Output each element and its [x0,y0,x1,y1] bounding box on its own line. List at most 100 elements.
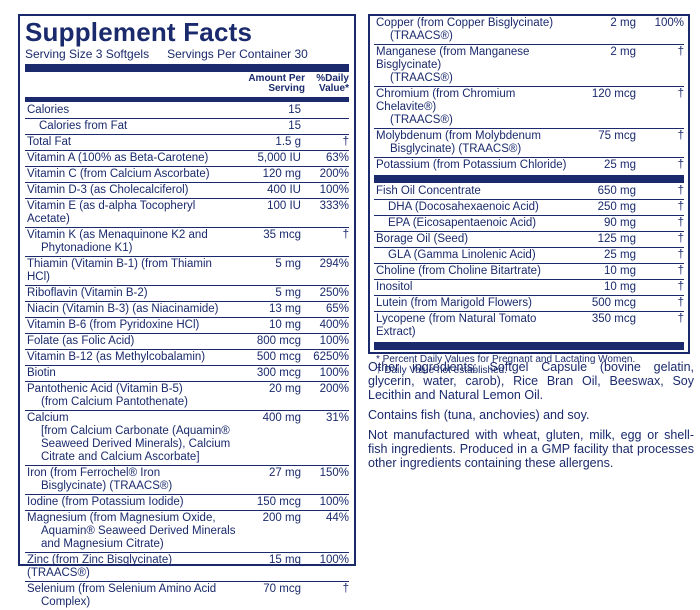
nutrient-name: Calories [25,104,237,117]
nutrient-name-text: Molybdenum (from Molybdenum [376,130,541,142]
nutrient-row: Choline (from Choline Bitartrate) 10 mg † [374,264,684,280]
nutrient-name-text: Vitamin K (as Menaquinone K2 and [27,229,208,241]
nutrient-row: Calcium [from Calcium Carbonate (Aquamin®… [25,411,349,466]
nutrient-amount: 15 [288,120,301,132]
nutrient-name: DHA (Docosahexaenoic Acid) [374,201,574,214]
nutrient-daily-value: † [342,583,349,595]
nutrient-name-text: Lycopene (from Natural Tomato Extract) [376,313,537,338]
nutrient-daily-value: † [677,159,684,171]
nutrient-name-text: Iron (from Ferrochel® Iron [27,467,161,479]
manufacturing-statement: Not manufactured with wheat, gluten, mil… [368,428,694,470]
nutrient-name-text: Riboflavin (Vitamin B-2) [27,287,148,299]
nutrient-amount: 500 mcg [591,297,636,309]
nutrient-name: Vitamin D-3 (as Cholecalciferol) [25,184,237,197]
nutrient-name: Calcium [from Calcium Carbonate (Aquamin®… [25,412,237,464]
nutrient-amount: 90 mg [604,217,636,229]
nutrient-row: Magnesium (from Magnesium Oxide, Aquamin®… [25,511,349,553]
nutrient-daily-value: 31% [325,412,349,424]
nutrient-row: Manganese (from Manganese Bisglycinate)(… [374,45,684,87]
nutrient-daily-value: 100% [319,184,349,196]
nutrient-row: Borage Oil (Seed) 125 mg † [374,232,684,248]
nutrient-row: Molybdenum (from Molybdenum Bisglycinate)… [374,129,684,158]
nutrient-daily-value: 6250% [313,351,349,363]
nutrient-row: Copper (from Copper Bisglycinate) (TRAACS… [374,16,684,45]
amount-header: Amount Per Serving [248,73,305,94]
nutrient-name-text: Magnesium (from Magnesium Oxide, [27,512,216,524]
nutrient-amount: 250 mg [597,201,636,213]
nutrient-row: Calories 15 [25,103,349,119]
nutrient-amount: 15 mg [269,554,301,566]
nutrient-daily-value: 150% [319,467,349,479]
nutrient-daily-value: 65% [325,303,349,315]
nutrient-row: Niacin (Vitamin B-3) (as Niacinamide) 13 … [25,302,349,318]
nutrient-daily-value: † [677,233,684,245]
nutrient-name-text: Selenium (from Selenium Amino Acid [27,583,217,595]
nutrient-amount: 15 [288,104,301,116]
nutrient-name-text: Borage Oil (Seed) [376,233,469,245]
nutrient-amount: 400 IU [267,184,301,196]
nutrient-name-text: Vitamin E (as d-alpha Tocopheryl Acetate… [27,200,196,225]
nutrient-name-text: Calcium [27,412,69,424]
nutrient-amount: 200 mg [262,512,301,524]
nutrient-daily-value: † [677,313,684,325]
nutrient-daily-value: 100% [654,17,684,29]
nutrient-name-text: Inositol [376,281,413,293]
nutrient-name: Chromium (from Chromium Chelavite®) (TRAA… [374,88,574,127]
nutrient-name: Pantothenic Acid (Vitamin B-5) (from Calc… [25,383,237,409]
nutrient-daily-value: † [677,130,684,142]
nutrient-amount: 120 mg [262,168,301,180]
nutrient-daily-value: † [677,281,684,293]
nutrient-name: Copper (from Copper Bisglycinate) (TRAACS… [374,17,574,43]
nutrient-subtext: (TRAACS®) [390,114,453,126]
nutrient-daily-value: 400% [319,319,349,331]
nutrient-amount: 27 mg [269,467,301,479]
nutrient-daily-value: 100% [319,367,349,379]
nutrient-name: Selenium (from Selenium Amino Acid Comple… [25,583,237,609]
nutrient-row: Vitamin C (from Calcium Ascorbate) 120 mg… [25,167,349,183]
nutrient-name-text: Thiamin (Vitamin B-1) (from Thiamin HCl) [27,258,212,283]
nutrient-daily-value: 100% [319,335,349,347]
nutrient-name-text: Calories [27,104,70,116]
nutrient-daily-value: 100% [319,554,349,566]
ingredients-text: Other ingredients: Softgel Capsule (bovi… [368,360,694,476]
nutrient-subtext: (TRAACS®) [390,72,453,84]
nutrient-row: Biotin 300 mcg 100% [25,366,349,382]
nutrient-subtext: (from Calcium Pantothenate) [41,396,189,408]
nutrient-amount: 1.5 g [275,136,301,148]
nutrient-amount: 70 mcg [263,583,301,595]
nutrient-name-text: Vitamin D-3 (as Cholecalciferol) [27,184,189,196]
nutrient-name: Vitamin B-12 (as Methylcobalamin) [25,351,237,364]
nutrient-row: Pantothenic Acid (Vitamin B-5) (from Calc… [25,382,349,411]
nutrient-name: Vitamin E (as d-alpha Tocopheryl Acetate… [25,200,237,226]
nutrient-daily-value: † [677,265,684,277]
nutrient-name: EPA (Eicosapentaenoic Acid) [374,217,574,230]
nutrient-name: Niacin (Vitamin B-3) (as Niacinamide) [25,303,237,316]
footnote-dagger: † Daily Value not established. [376,365,508,376]
nutrient-daily-value: 100% [319,496,349,508]
nutrient-name: Magnesium (from Magnesium Oxide, Aquamin®… [25,512,237,551]
divider-bar [25,97,349,102]
nutrient-name-text: Iodine (from Potassium Iodide) [27,496,184,508]
nutrient-name-text: Fish Oil Concentrate [376,185,481,197]
nutrient-daily-value: 333% [319,200,349,212]
nutrient-name-text: Calories from Fat [39,120,128,132]
nutrient-daily-value: 63% [325,152,349,164]
nutrient-amount: 5,000 IU [257,152,301,164]
nutrient-row: GLA (Gamma Linolenic Acid) 25 mg † [374,248,684,264]
nutrient-row: Riboflavin (Vitamin B-2) 5 mg 250% [25,286,349,302]
nutrient-row: Calories from Fat 15 [25,119,349,135]
nutrient-name-text: Choline (from Choline Bitartrate) [376,265,541,277]
daily-value-header: %Daily Value* [316,73,349,94]
nutrient-name-text: Biotin [27,367,56,379]
nutrient-name: Vitamin K (as Menaquinone K2 and Phytonad… [25,229,237,255]
nutrient-daily-value: † [677,217,684,229]
nutrient-daily-value: † [342,136,349,148]
nutrient-name: Choline (from Choline Bitartrate) [374,265,574,278]
nutrient-daily-value: 200% [319,383,349,395]
nutrient-name: Vitamin A (100% as Beta-Carotene) [25,152,237,165]
nutrient-daily-value: 250% [319,287,349,299]
nutrient-name: Fish Oil Concentrate [374,185,574,198]
nutrient-amount: 10 mg [604,281,636,293]
nutrient-row: DHA (Docosahexaenoic Acid) 250 mg † [374,200,684,216]
nutrient-name: Thiamin (Vitamin B-1) (from Thiamin HCl) [25,258,237,284]
